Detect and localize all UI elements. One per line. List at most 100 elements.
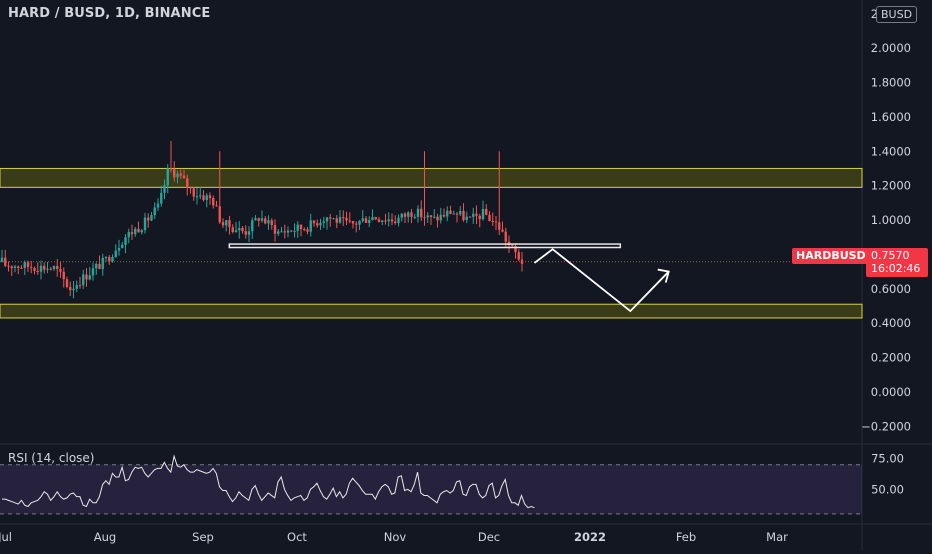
candle-body xyxy=(517,252,520,260)
candle-body xyxy=(501,229,504,232)
candle-body xyxy=(273,225,277,234)
candle-body xyxy=(137,228,140,233)
candle-body xyxy=(394,221,397,223)
candle-body xyxy=(65,279,69,287)
candle-body xyxy=(390,219,394,222)
candle-body xyxy=(208,195,212,199)
candle-body xyxy=(254,218,257,221)
candle-body xyxy=(49,268,52,270)
candle-body xyxy=(182,175,186,179)
candle-body xyxy=(260,218,264,221)
candle-body xyxy=(30,267,33,269)
time-tick-label: Aug xyxy=(94,530,116,544)
candle-body xyxy=(234,230,238,233)
candle-body xyxy=(195,196,199,198)
candle-body xyxy=(335,218,338,223)
candle-body xyxy=(33,268,36,271)
projection-path xyxy=(533,248,670,313)
candle-body xyxy=(124,237,127,245)
candle-body xyxy=(485,208,488,215)
candle-body xyxy=(306,229,309,232)
candle-body xyxy=(82,274,85,286)
candle-body xyxy=(241,227,244,232)
candle-body xyxy=(150,215,153,221)
candle-body xyxy=(283,231,286,233)
candle-body xyxy=(511,245,514,247)
candle-body xyxy=(345,217,348,221)
candle-body xyxy=(270,220,273,226)
candle-body xyxy=(426,215,429,218)
price-tick-label: −0.2000 xyxy=(861,419,911,433)
candle-body xyxy=(423,217,426,219)
candle-body xyxy=(465,216,468,221)
price-tick-label: 1.8000 xyxy=(871,76,911,90)
candle-body xyxy=(176,173,179,178)
price-tick-label: 0.2000 xyxy=(871,351,911,365)
last-price-value: 0.7570 xyxy=(871,249,910,262)
rsi-indicator-label[interactable]: RSI (14, close) xyxy=(8,451,95,465)
candle-body xyxy=(514,245,517,253)
candle-body xyxy=(439,214,442,221)
candle-body xyxy=(225,220,228,226)
candle-body xyxy=(95,263,98,269)
candle-body xyxy=(316,223,319,226)
candle-body xyxy=(309,220,312,232)
candle-body xyxy=(69,286,72,291)
candle-body xyxy=(121,244,124,249)
candle-body xyxy=(494,221,498,223)
candle-body xyxy=(251,220,254,232)
resistance-zone xyxy=(0,167,863,188)
candle-body xyxy=(62,271,65,280)
candle-body xyxy=(98,263,101,269)
candle-body xyxy=(355,223,358,225)
candle-body xyxy=(368,220,371,223)
candle-body xyxy=(290,230,293,232)
candle-body xyxy=(59,268,62,272)
currency-badge[interactable]: BUSD xyxy=(876,6,918,23)
price-tick-label: 0.4000 xyxy=(871,316,911,330)
candle-body xyxy=(364,218,368,223)
candle-body xyxy=(475,213,478,216)
candle-body xyxy=(488,214,491,222)
candle-body xyxy=(130,232,134,235)
candle-body xyxy=(478,215,481,220)
candle-body xyxy=(36,270,39,272)
price-tick-label: 1.2000 xyxy=(871,179,911,193)
candle-body xyxy=(56,266,59,269)
candle-body xyxy=(4,257,7,266)
candle-body xyxy=(381,220,384,222)
candle-body xyxy=(202,195,205,200)
candle-body xyxy=(179,173,182,176)
candle-body xyxy=(143,217,147,231)
candle-body xyxy=(358,220,361,225)
candle-body xyxy=(218,206,221,223)
candle-body xyxy=(498,222,501,230)
candle-body xyxy=(400,213,403,218)
candle-body xyxy=(332,218,335,220)
price-tick-label: 0.6000 xyxy=(871,282,911,296)
candle-body xyxy=(449,210,452,214)
candle-body xyxy=(410,212,413,218)
candle-body xyxy=(387,219,390,222)
symbol-price-label: HARDBUSD xyxy=(792,248,870,264)
time-tick-label: 2022 xyxy=(574,530,606,544)
candle-body xyxy=(101,257,104,269)
projection-arrowhead xyxy=(657,268,670,283)
candle-body xyxy=(23,262,26,268)
candle-body xyxy=(286,230,290,233)
candle-body xyxy=(420,208,423,218)
candle-body xyxy=(348,220,351,222)
candle-body xyxy=(351,221,355,224)
candle-body xyxy=(173,169,176,178)
candle-countdown: 16:02:46 xyxy=(871,262,921,275)
candle-body xyxy=(111,257,114,262)
candle-body xyxy=(491,221,494,223)
candle-body xyxy=(264,218,267,224)
candle-body xyxy=(114,250,117,258)
candle-body xyxy=(88,275,91,280)
time-tick-label: Dec xyxy=(478,530,500,544)
candle-body xyxy=(215,205,218,207)
candle-body xyxy=(296,224,299,231)
